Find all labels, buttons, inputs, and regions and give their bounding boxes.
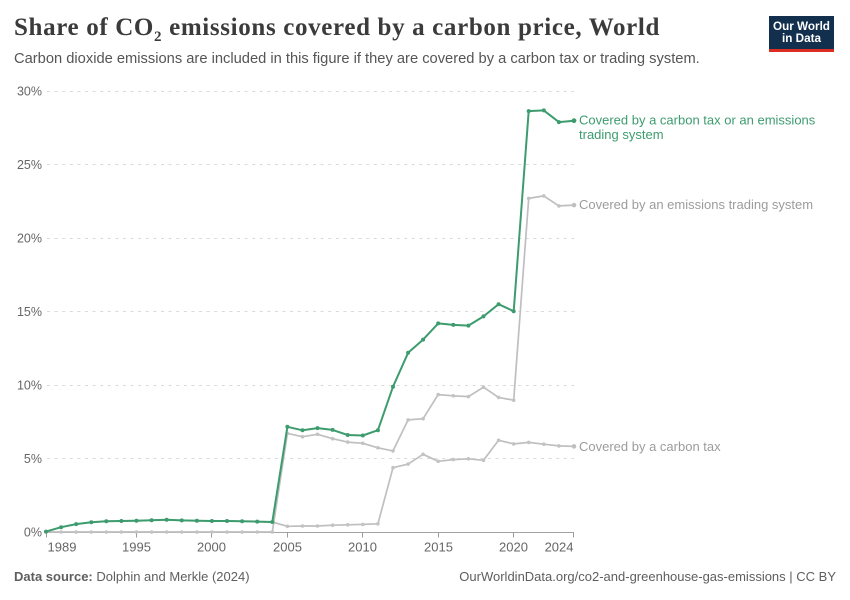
svg-text:2010: 2010 — [348, 540, 377, 555]
svg-text:trading system: trading system — [579, 127, 664, 142]
svg-text:1989: 1989 — [48, 540, 77, 555]
svg-text:Covered by a carbon tax or an: Covered by a carbon tax or an emissions — [579, 113, 816, 128]
svg-text:25%: 25% — [17, 158, 42, 172]
svg-text:2015: 2015 — [424, 540, 453, 555]
svg-text:20%: 20% — [17, 232, 42, 246]
svg-text:Covered by a carbon tax: Covered by a carbon tax — [579, 439, 721, 454]
svg-text:5%: 5% — [24, 452, 42, 466]
svg-text:2000: 2000 — [197, 540, 226, 555]
svg-text:2024: 2024 — [545, 540, 574, 555]
svg-text:2005: 2005 — [273, 540, 302, 555]
svg-text:10%: 10% — [17, 378, 42, 392]
svg-text:1995: 1995 — [122, 540, 151, 555]
svg-text:0%: 0% — [24, 525, 42, 539]
svg-text:2020: 2020 — [499, 540, 528, 555]
svg-text:15%: 15% — [17, 305, 42, 319]
svg-text:Covered by an emissions tradin: Covered by an emissions trading system — [579, 197, 813, 212]
svg-text:30%: 30% — [17, 85, 42, 99]
